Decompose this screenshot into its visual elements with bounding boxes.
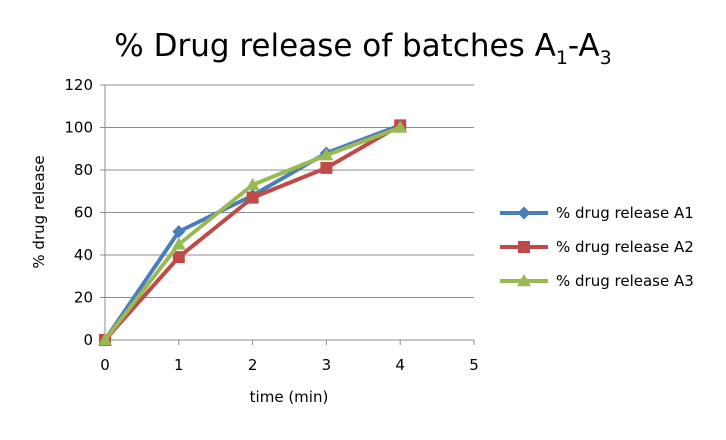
legend-marker-1 <box>517 206 531 220</box>
x-tick-label-2: 2 <box>248 356 258 374</box>
legend-item-3: % drug release A3 <box>500 272 694 290</box>
series-3-point-2 <box>245 177 260 191</box>
y-tick-label-80: 80 <box>74 161 93 179</box>
series-2-point-3 <box>320 161 333 174</box>
series-3-point-0 <box>98 333 112 346</box>
chart-title: % Drug release of batches A1-A3 <box>114 28 611 69</box>
legend-label-2: % drug release A2 <box>556 238 694 256</box>
series-1-point-1 <box>172 225 186 239</box>
legend: % drug release A1 % drug release A2 % drug… <box>500 204 694 290</box>
x-tick-label-0: 0 <box>100 356 110 374</box>
series-2 <box>99 119 407 346</box>
x-tick-label-3: 3 <box>322 356 332 374</box>
series-3 <box>98 120 408 346</box>
y-tick-label-0: 0 <box>83 331 93 349</box>
x-tick-label-1: 1 <box>174 356 184 374</box>
x-tick-label-5: 5 <box>469 356 479 374</box>
y-tick-label-120: 120 <box>64 76 93 94</box>
gridlines <box>105 84 474 298</box>
y-tick-label-20: 20 <box>74 289 93 307</box>
series-3-point-1 <box>171 237 186 250</box>
chart-title-main: % Drug release of batches A <box>114 28 556 64</box>
series-2-line <box>103 123 402 342</box>
x-tick-label-4: 4 <box>395 356 405 374</box>
chart-title-sub2: 3 <box>600 47 612 69</box>
series-1 <box>98 118 407 347</box>
series-2-point-2 <box>246 191 259 204</box>
chart-title-sub1: 1 <box>556 47 568 69</box>
legend-label-1: % drug release A1 <box>556 204 694 222</box>
series-2-point-1 <box>172 251 185 264</box>
series-3-point-3 <box>319 148 334 161</box>
y-tick-label-100: 100 <box>64 119 93 137</box>
chart-title-separator: -A <box>568 28 600 64</box>
series-3-line <box>103 125 401 342</box>
x-axis-label: time (min) <box>250 388 329 406</box>
legend-item-2: % drug release A2 <box>500 238 694 256</box>
y-tick-label-60: 60 <box>74 204 93 222</box>
legend-item-1: % drug release A1 <box>500 204 694 222</box>
series-3-point-4 <box>393 120 408 133</box>
legend-marker-3 <box>517 274 531 287</box>
series-1-line <box>103 123 401 342</box>
tick-labels: 0 20 40 60 80 100 120 0 1 2 3 4 5 <box>64 76 478 374</box>
axes <box>100 84 475 345</box>
series-layer <box>98 118 408 347</box>
y-axis-label: % drug release <box>30 155 48 268</box>
legend-label-3: % drug release A3 <box>556 272 694 290</box>
y-tick-label-40: 40 <box>74 246 93 264</box>
legend-marker-2 <box>518 241 530 253</box>
